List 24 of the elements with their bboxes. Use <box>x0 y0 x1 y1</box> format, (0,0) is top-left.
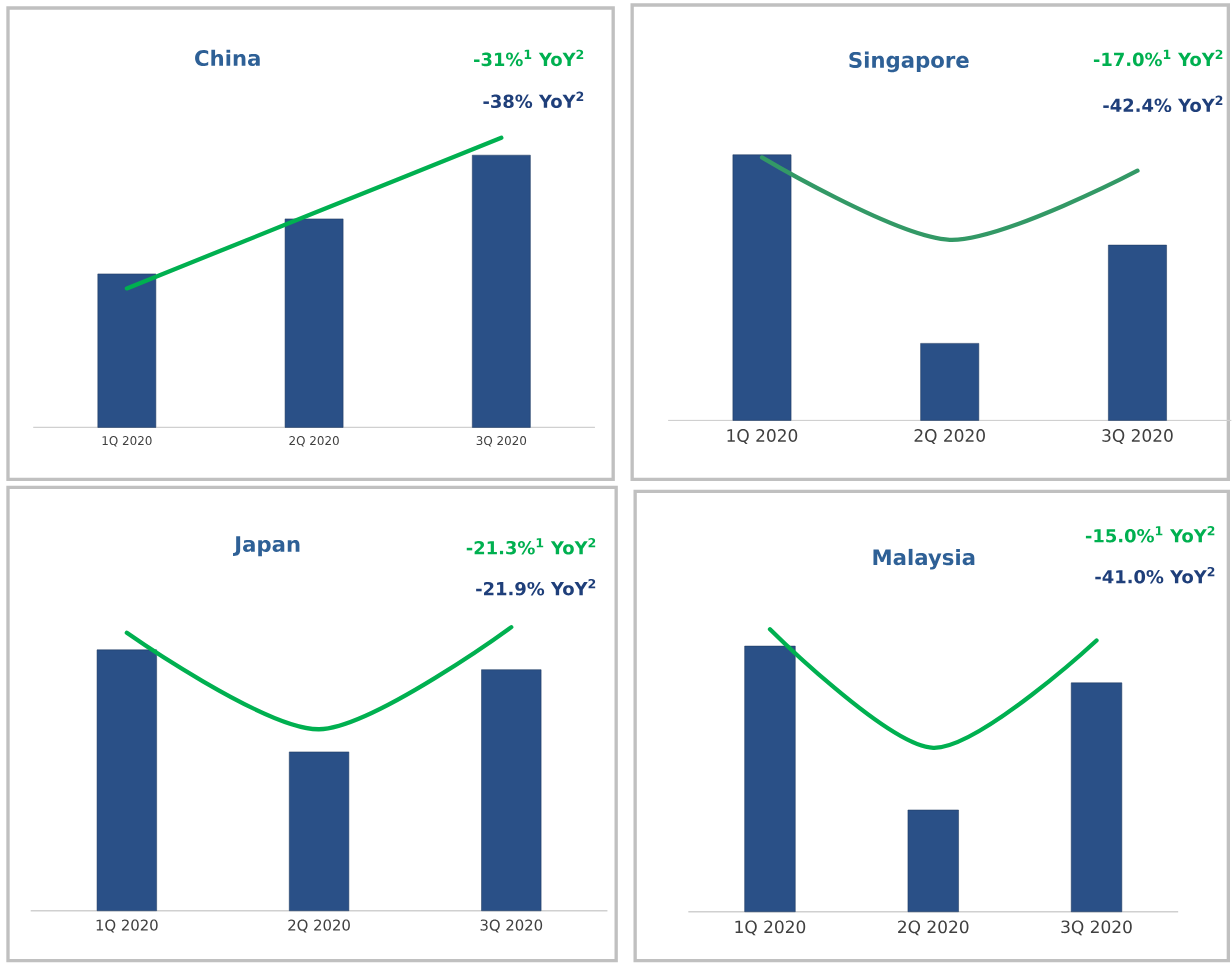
text: -42.4% YoY$^{2}$ <box>1103 95 1223 113</box>
text: -21.3%$^{1}$ YoY$^{2}$ <box>466 538 596 555</box>
x-tick-label: 2Q 2020 <box>288 919 350 933</box>
x-tick-label: 3Q 2020 <box>1102 429 1173 445</box>
text: -41.0% YoY$^{2}$ <box>1095 567 1215 584</box>
x-tick-label: 3Q 2020 <box>1061 920 1132 936</box>
x-tick-label: 1Q 2020 <box>735 920 806 936</box>
x-tick-label: 3Q 2020 <box>480 919 543 933</box>
text: -17.0%$^{1}$ YoY$^{2}$ <box>1093 49 1223 67</box>
text: -31%$^{1}$ YoY$^{2}$ <box>474 49 584 67</box>
chart-title: Malaysia <box>873 549 975 570</box>
chart-title: Japan <box>233 536 300 557</box>
chart-title: China <box>195 49 260 67</box>
text: -15.0%$^{1}$ YoY$^{2}$ <box>1085 526 1215 543</box>
x-tick-label: 2Q 2020 <box>914 429 985 445</box>
text: -38% YoY$^{2}$ <box>483 91 584 109</box>
x-tick-label: 2Q 2020 <box>289 436 339 447</box>
x-tick-label: 1Q 2020 <box>727 429 798 445</box>
text: -21.9% YoY$^{2}$ <box>476 579 596 596</box>
x-tick-label: 3Q 2020 <box>476 436 527 447</box>
x-tick-label: 1Q 2020 <box>96 919 158 933</box>
chart-title: Singapore <box>849 51 969 73</box>
x-tick-label: 1Q 2020 <box>102 436 152 447</box>
x-tick-label: 2Q 2020 <box>898 920 969 936</box>
